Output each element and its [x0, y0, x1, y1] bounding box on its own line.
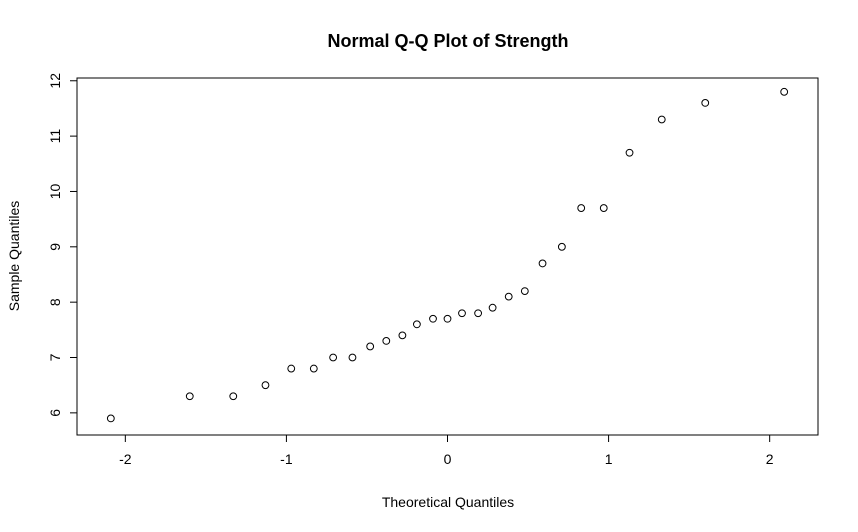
x-tick-label: -1 [280, 451, 293, 467]
data-point [557, 242, 566, 251]
y-tick-label: 9 [47, 243, 63, 251]
y-tick-label: 12 [47, 73, 63, 89]
x-tick-label: -2 [119, 451, 132, 467]
y-tick-label: 7 [47, 353, 63, 361]
data-point [474, 309, 483, 318]
data-point [412, 320, 421, 329]
data-point [398, 331, 407, 340]
data-point [780, 87, 789, 96]
data-point [520, 287, 529, 295]
y-axis: 6 7 8 9 10 11 12 [47, 73, 77, 417]
data-point [488, 303, 497, 312]
y-tick-label: 6 [47, 409, 63, 417]
data-point [229, 392, 238, 401]
x-axis-label: Theoretical Quantiles [382, 494, 514, 510]
y-tick-label: 10 [47, 183, 63, 199]
data-point [625, 148, 634, 157]
data-points [106, 87, 789, 423]
data-point [429, 314, 437, 323]
data-point [458, 309, 466, 318]
data-point [504, 292, 513, 301]
x-axis: -2 -1 0 1 2 [119, 435, 774, 467]
data-point [185, 392, 194, 401]
data-point [287, 364, 296, 373]
x-tick-label: 2 [766, 451, 774, 467]
data-point [261, 381, 270, 390]
data-point [309, 364, 318, 373]
data-point [577, 204, 586, 212]
data-point [657, 115, 666, 124]
y-axis-label: Sample Quantiles [6, 201, 22, 312]
data-point [382, 337, 391, 345]
plot-frame [76, 77, 819, 436]
data-point [366, 342, 375, 351]
x-tick-label: 1 [605, 451, 613, 467]
y-tick-label: 11 [47, 129, 63, 144]
data-point [106, 414, 115, 423]
x-tick-label: 0 [444, 451, 452, 467]
data-point [329, 353, 338, 362]
data-point [538, 259, 547, 268]
data-point [701, 99, 710, 107]
data-point [348, 353, 357, 362]
data-point [599, 204, 608, 212]
data-point [443, 314, 452, 323]
chart-title: Normal Q-Q Plot of Strength [328, 31, 569, 51]
y-tick-label: 8 [47, 298, 63, 306]
